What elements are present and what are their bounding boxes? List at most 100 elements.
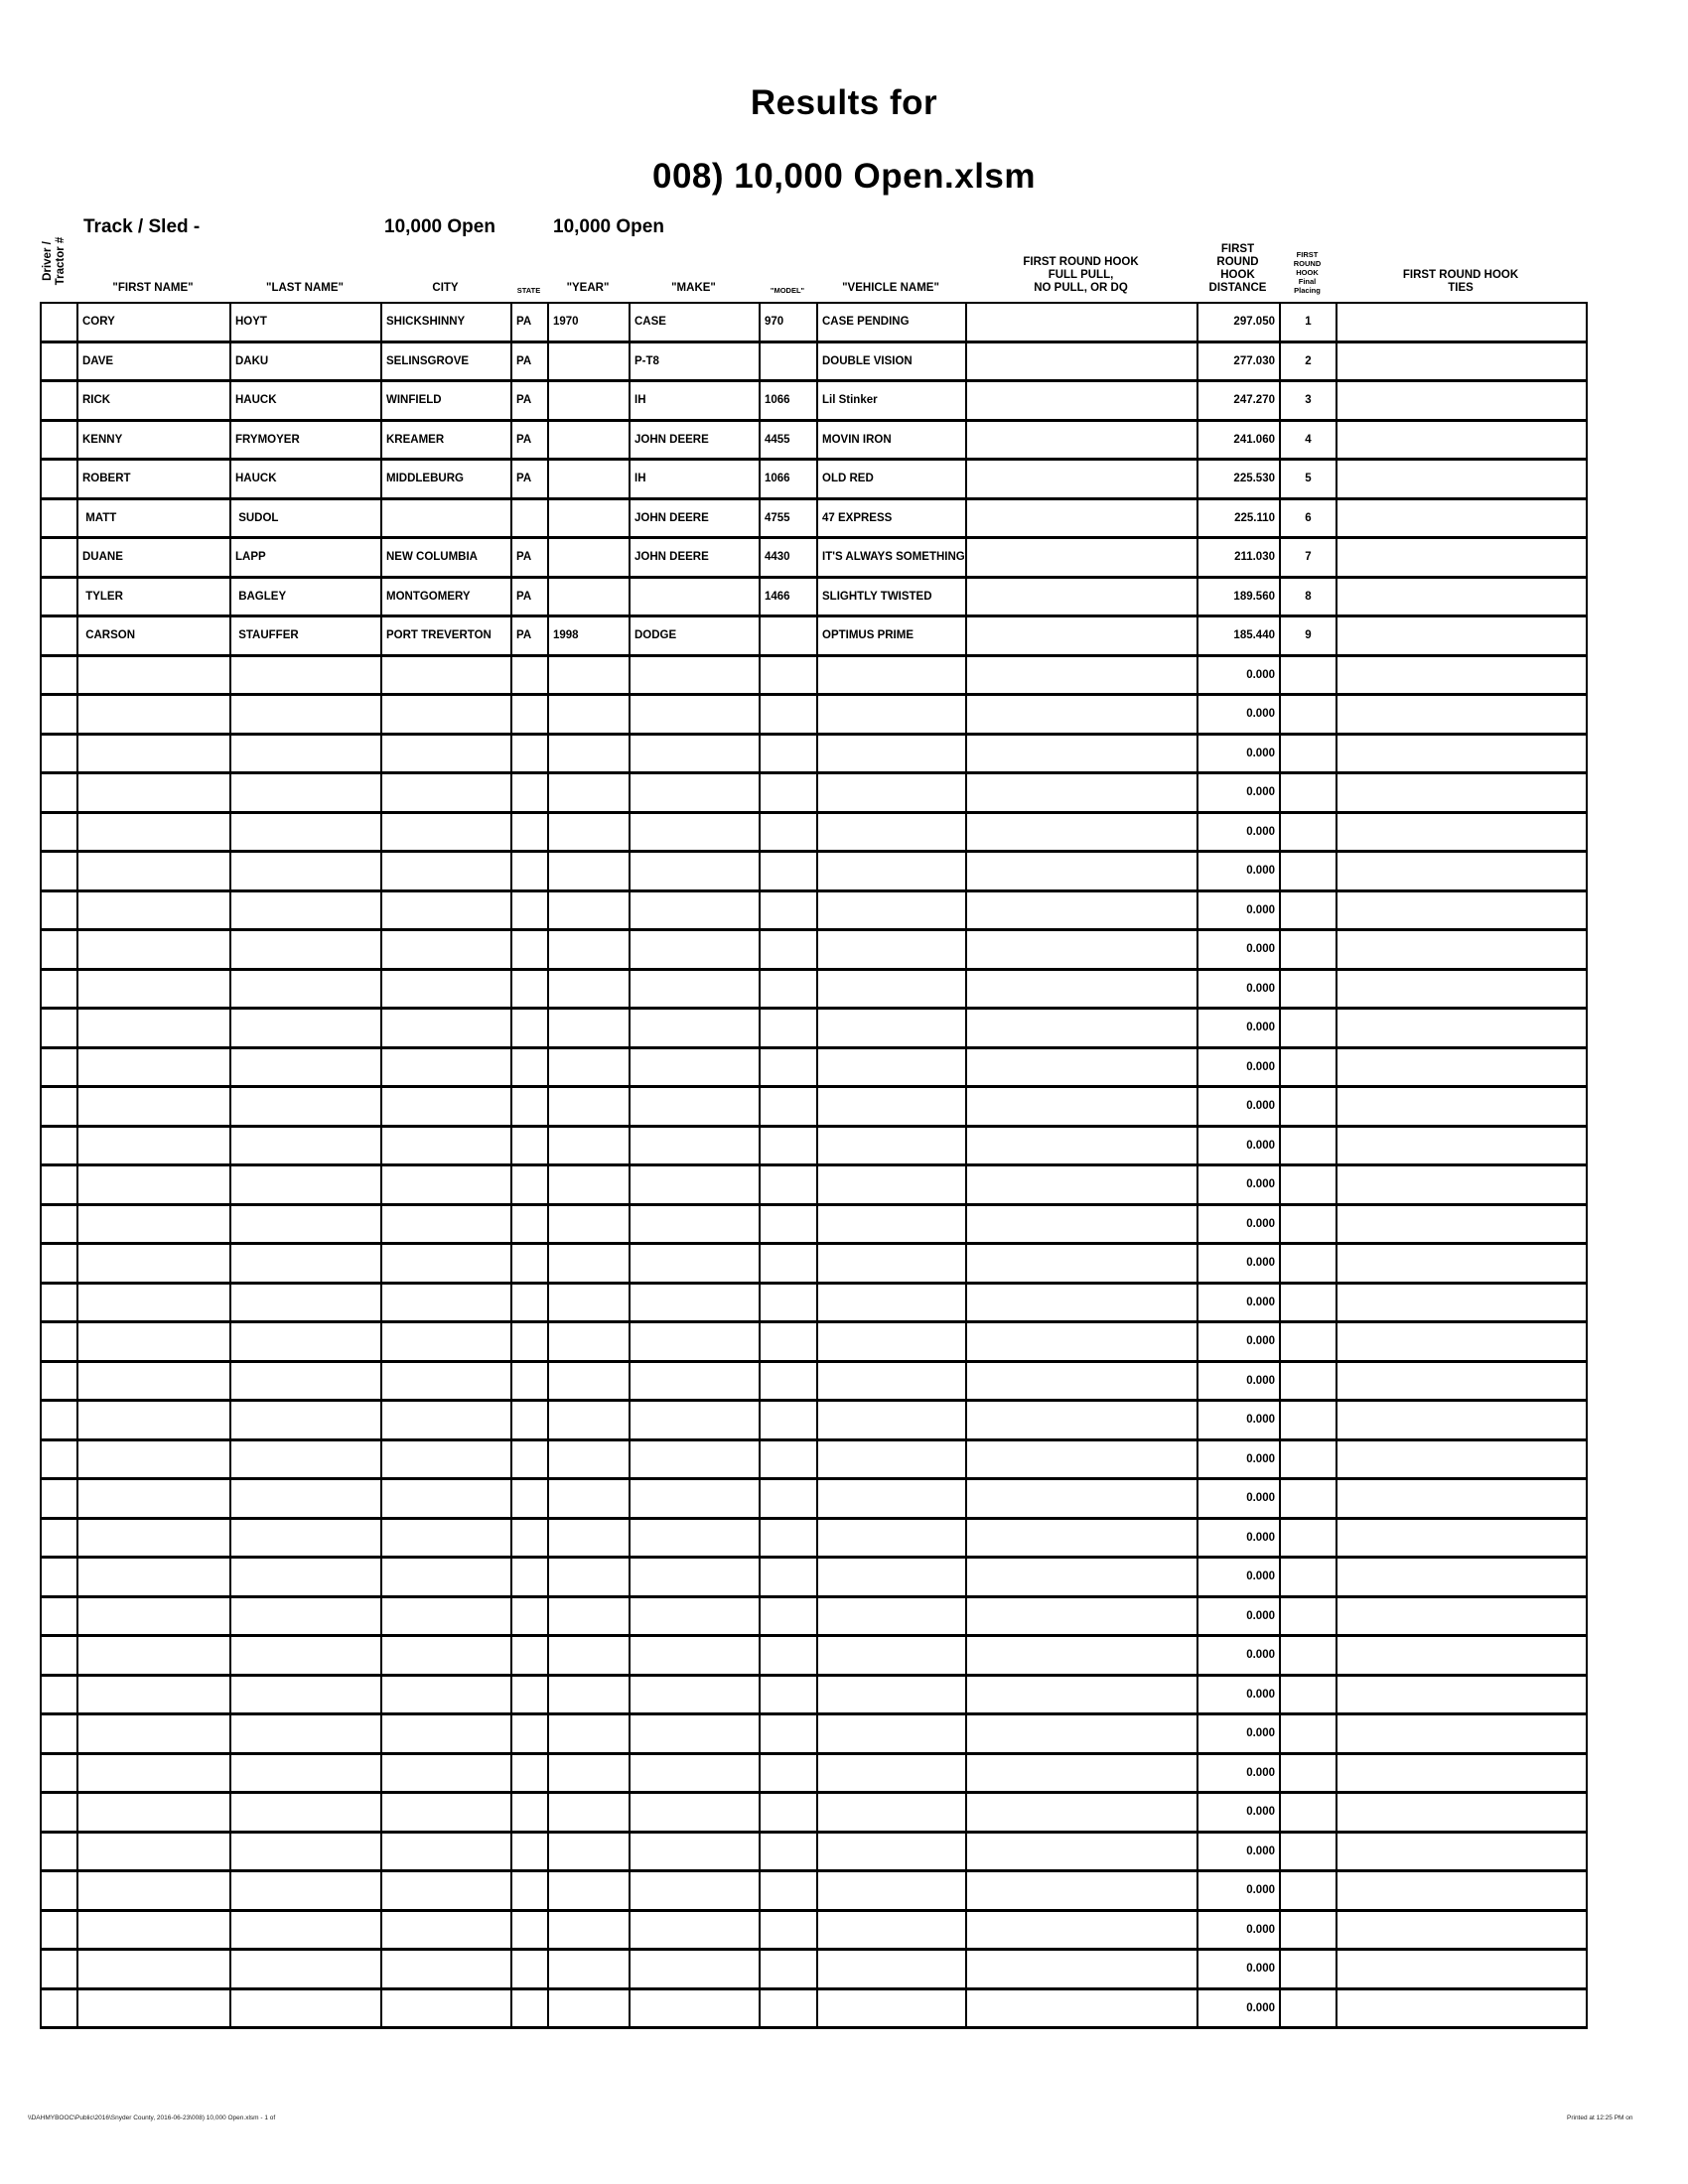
cell-first-name (76, 1045, 231, 1088)
cell-last-name (229, 1516, 382, 1559)
cell-last-name (229, 1320, 382, 1363)
cell-vehicle-name (816, 1242, 967, 1285)
cell-state (510, 1045, 549, 1088)
cell-hook-distance: 0.000 (1196, 850, 1281, 892)
cell-last-name (229, 732, 382, 774)
cell-ties (1336, 458, 1588, 500)
cell-make: JOHN DEERE (629, 418, 761, 461)
cell-ties (1336, 693, 1588, 736)
cell-make (629, 1124, 761, 1166)
cell-last-name (229, 1399, 382, 1441)
cell-year (547, 536, 631, 579)
cell-city (380, 1163, 512, 1206)
cell-make (629, 653, 761, 696)
cell-final-placing (1279, 1124, 1337, 1166)
cell-city (380, 1320, 512, 1363)
cell-model (759, 888, 818, 931)
cell-make (629, 1986, 761, 2029)
cell-make (629, 1399, 761, 1441)
cell-tractor-number (40, 1986, 78, 2029)
cell-state: PA (510, 302, 549, 343)
cell-first-name (76, 1516, 231, 1559)
cell-vehicle-name (816, 810, 967, 853)
cell-final-placing (1279, 967, 1337, 1010)
cell-full-pull (965, 1673, 1198, 1715)
cell-year (547, 1281, 631, 1323)
cell-hook-distance: 0.000 (1196, 1359, 1281, 1402)
table-row: 0.000 (40, 1594, 1588, 1637)
cell-first-name: TYLER (76, 575, 231, 617)
cell-vehicle-name: DOUBLE VISION (816, 340, 967, 382)
cell-make (629, 1791, 761, 1834)
cell-year (547, 1712, 631, 1755)
cell-final-placing (1279, 1320, 1337, 1363)
cell-hook-distance: 247.270 (1196, 379, 1281, 422)
footer-printed-timestamp: Printed at 12:25 PM on (1567, 2115, 1633, 2121)
cell-full-pull (965, 1281, 1198, 1323)
cell-year (547, 732, 631, 774)
table-row: 0.000 (40, 1007, 1588, 1049)
table-row: 0.000 (40, 1751, 1588, 1794)
cell-model (759, 1556, 818, 1598)
cell-first-name: KENNY (76, 418, 231, 461)
cell-model (759, 1830, 818, 1872)
table-row: DAVE DAKU SELINSGROVE PA P-T8 DOUBLE VIS… (40, 340, 1588, 382)
cell-state (510, 653, 549, 696)
cell-ties (1336, 1437, 1588, 1480)
cell-city (380, 1830, 512, 1872)
table-row: 0.000 (40, 1516, 1588, 1559)
table-row: 0.000 (40, 1986, 1588, 2029)
cell-first-name (76, 928, 231, 971)
cell-state: PA (510, 536, 549, 579)
cell-hook-distance: 0.000 (1196, 1045, 1281, 1088)
cell-full-pull (965, 967, 1198, 1010)
cell-year (547, 1751, 631, 1794)
cell-last-name (229, 1634, 382, 1677)
cell-model: 4430 (759, 536, 818, 579)
cell-city: MONTGOMERY (380, 575, 512, 617)
table-row: 0.000 (40, 1477, 1588, 1520)
cell-state (510, 1712, 549, 1755)
cell-tractor-number (40, 1359, 78, 1402)
cell-final-placing (1279, 1634, 1337, 1677)
cell-ties (1336, 575, 1588, 617)
cell-full-pull (965, 1948, 1198, 1990)
cell-vehicle-name (816, 732, 967, 774)
page-title: Results for (750, 83, 938, 122)
cell-hook-distance: 0.000 (1196, 1634, 1281, 1677)
cell-year (547, 928, 631, 971)
cell-first-name: CARSON (76, 614, 231, 657)
cell-first-name (76, 1869, 231, 1912)
cell-model (759, 614, 818, 657)
cell-state (510, 1163, 549, 1206)
cell-ties (1336, 1830, 1588, 1872)
cell-city: PORT TREVERTON (380, 614, 512, 657)
cell-full-pull (965, 1437, 1198, 1480)
cell-city (380, 1869, 512, 1912)
cell-full-pull (965, 850, 1198, 892)
cell-year (547, 496, 631, 539)
cell-tractor-number (40, 1712, 78, 1755)
cell-hook-distance: 185.440 (1196, 614, 1281, 657)
cell-first-name (76, 1712, 231, 1755)
cell-ties (1336, 1124, 1588, 1166)
cell-vehicle-name (816, 1163, 967, 1206)
cell-year (547, 1556, 631, 1598)
cell-year (547, 1791, 631, 1834)
cell-ties (1336, 1986, 1588, 2029)
cell-hook-distance: 0.000 (1196, 1986, 1281, 2029)
cell-state (510, 1359, 549, 1402)
column-header-make: "MAKE" (671, 282, 716, 294)
cell-tractor-number (40, 1830, 78, 1872)
cell-vehicle-name (816, 1281, 967, 1323)
cell-year (547, 1399, 631, 1441)
cell-first-name (76, 1673, 231, 1715)
cell-vehicle-name (816, 1673, 967, 1715)
cell-state (510, 1202, 549, 1245)
cell-full-pull (965, 1516, 1198, 1559)
cell-full-pull (965, 1477, 1198, 1520)
cell-full-pull (965, 418, 1198, 461)
cell-ties (1336, 302, 1588, 343)
cell-state (510, 1242, 549, 1285)
table-row: 0.000 (40, 1320, 1588, 1363)
